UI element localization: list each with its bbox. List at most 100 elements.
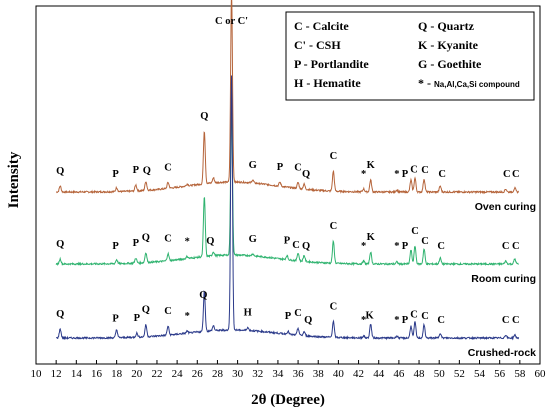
peak-label: Q: [56, 239, 64, 250]
peak-label: P: [284, 236, 291, 247]
peak-label: C: [330, 151, 338, 162]
peak-label: G: [249, 160, 257, 171]
peak-label: C: [164, 306, 172, 317]
peak-label: C: [503, 169, 511, 180]
x-tick-label: 56: [494, 368, 506, 380]
legend-entry-compound: * - Na,Al,Ca,Si compound: [418, 76, 520, 90]
peak-label: Q: [142, 233, 150, 244]
x-tick-label: 36: [293, 368, 305, 380]
peak-label: K: [366, 310, 375, 321]
peak-label: P: [134, 313, 141, 324]
x-tick-label: 40: [333, 368, 345, 380]
legend-entry-csh: C' - CSH: [294, 38, 341, 52]
x-tick-label: 10: [31, 368, 43, 380]
peak-label: Q: [142, 305, 150, 316]
series-line-crushed-rock: [56, 75, 520, 341]
x-axis-title: 2θ (Degree): [251, 392, 325, 408]
peak-label: Q: [200, 111, 208, 122]
peak-label: H: [244, 307, 252, 318]
x-tick-label: 50: [434, 368, 446, 380]
x-tick-label: 24: [172, 368, 184, 380]
peak-label: P: [402, 241, 409, 252]
x-tick-label: 48: [414, 368, 426, 380]
peak-label: *: [361, 315, 366, 326]
legend: C - Calcite Q - Quartz C' - CSH K - Kyan…: [285, 11, 535, 101]
peak-label: P: [402, 169, 409, 180]
x-tick-label: 34: [272, 368, 284, 380]
peak-label: C: [294, 308, 302, 319]
peak-label: C: [512, 241, 520, 252]
plot-frame: [35, 5, 541, 365]
legend-entry-portlandite: P - Portlandite: [294, 57, 369, 71]
x-tick-label: 20: [131, 368, 143, 380]
x-tick-label: 58: [514, 368, 526, 380]
x-tick-label: 14: [71, 368, 83, 380]
series-name-label: Crushed-rock: [468, 347, 536, 359]
peak-label: P: [285, 311, 292, 322]
peak-label: C: [411, 226, 419, 237]
x-tick-label: 52: [454, 368, 465, 380]
series-name-label: Oven curing: [475, 201, 536, 213]
peak-label: C: [437, 241, 445, 252]
peak-label: P: [133, 165, 140, 176]
peak-label: *: [185, 311, 190, 322]
peak-label: Q: [56, 309, 64, 320]
peak-label: C: [164, 234, 172, 245]
peak-label: C: [421, 165, 429, 176]
legend-entry-kyanite: K - Kyanite: [418, 38, 479, 52]
peak-label: C: [330, 301, 338, 312]
peak-label: *: [185, 237, 190, 248]
peak-label: P: [133, 238, 140, 249]
peak-label: C: [421, 236, 429, 247]
x-tick-label: 12: [51, 368, 62, 380]
x-tick-label: 42: [353, 368, 364, 380]
peak-label: C: [294, 162, 302, 173]
x-tick-label: 54: [474, 368, 486, 380]
peak-label: K: [367, 232, 376, 243]
peak-label: C: [512, 169, 520, 180]
legend-entry-goethite: G - Goethite: [418, 57, 482, 71]
top-annotation-label: C or C': [215, 16, 248, 27]
legend-entry-hematite: H - Hematite: [294, 76, 361, 90]
peak-label: P: [402, 315, 409, 326]
peak-label: *: [361, 169, 366, 180]
peak-label: Q: [143, 165, 151, 176]
peak-label: P: [277, 162, 284, 173]
x-tick-label: 30: [232, 368, 244, 380]
series-layer: [55, 0, 520, 341]
peak-label: C: [164, 162, 172, 173]
x-tick-label: 18: [111, 368, 123, 380]
peak-label: P: [112, 241, 119, 252]
x-tick-label: 26: [192, 368, 204, 380]
x-tick-label: 46: [393, 368, 405, 380]
x-tick-label: 22: [151, 368, 162, 380]
series-line-oven-curing: [56, 0, 520, 195]
peak-label: C: [512, 315, 520, 326]
peak-label: Q: [302, 169, 310, 180]
x-tick-label: 60: [535, 368, 547, 380]
peak-label: *: [394, 315, 399, 326]
peak-label: C: [421, 311, 429, 322]
x-tick-label: 38: [313, 368, 325, 380]
legend-entry-quartz: Q - Quartz: [418, 19, 475, 33]
peak-label: K: [367, 160, 376, 171]
peak-label: G: [249, 234, 257, 245]
peak-label: C: [330, 221, 338, 232]
peak-label: C: [502, 241, 510, 252]
legend-entry-calcite: C - Calcite: [294, 19, 349, 33]
tick-layer: 10 12 14 16 18 20 22 24 26 28 30 32 34 36 38 40 42 44 46 48…: [31, 360, 547, 380]
peak-label: C: [437, 315, 445, 326]
series-line-room-curing: [55, 104, 519, 267]
x-tick-label: 28: [212, 368, 224, 380]
peak-label: Q: [206, 236, 214, 247]
peak-label: C: [292, 240, 300, 251]
series-name-label: Room curing: [471, 273, 536, 285]
peak-label: Q: [304, 315, 312, 326]
peak-label: Q: [56, 166, 64, 177]
x-tick-label: 16: [91, 368, 103, 380]
legend-box: [285, 11, 535, 101]
peak-label: *: [394, 241, 399, 252]
peak-label: C: [502, 315, 510, 326]
